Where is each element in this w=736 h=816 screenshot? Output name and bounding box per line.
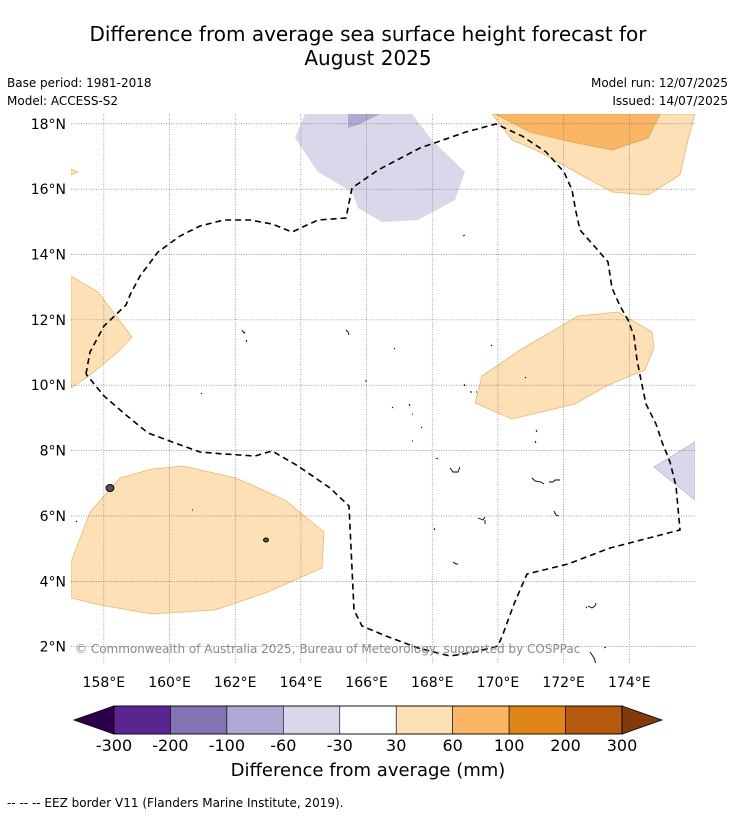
colorbar-segment [170,705,228,735]
colorbar-tick-label: 60 [442,736,462,755]
longitude-tick-label: 160°E [148,675,191,691]
colorbar-segment [452,705,510,735]
anomaly-region-positive-east [474,311,655,420]
island-atoll [477,516,486,524]
island-atoll [75,392,203,523]
model-name: Model: ACCESS-S2 [7,94,119,108]
legend-footer: -- -- -- EEZ border V11 (Flanders Marine… [7,796,344,810]
colorbar-tick-label: 200 [550,736,581,755]
latitude-tick-label: 8°N [40,444,66,460]
map-grid [71,114,695,663]
latitude-tick-label: 12°N [31,313,66,329]
colorbar-segment [508,705,566,735]
island-atoll [462,234,466,237]
anomaly-region-positive-southwest [71,465,325,615]
islands [75,234,607,663]
island-atoll [433,527,436,531]
anomaly-region-positive-northeast-core [494,114,661,151]
longitude-tick-label: 172°E [542,675,585,691]
colorbar-segments [113,705,623,735]
island-atoll [534,429,538,444]
colorbar-segment [339,705,397,735]
island-atoll [585,602,597,609]
meta-right: Model run: 12/07/2025 Issued: 14/07/2025 [591,74,728,110]
longitude-tick-label: 166°E [345,675,388,691]
colorbar-tick-label: 300 [607,736,638,755]
eez-border [85,123,681,657]
island-atoll [391,403,413,415]
anomaly-region-negative-north-core [348,114,380,128]
latitude-tick-label: 2°N [40,640,66,656]
longitude-labels: 158°E 160°E 162°E 164°E 166°E 168°E 170°E 172°E… [83,675,651,691]
island-atoll [463,383,477,393]
latitude-tick-label: 16°N [31,182,66,198]
island-atoll [589,646,607,663]
model-run: Model run: 12/07/2025 [590,76,728,90]
anomaly-region-positive-western-edge [71,168,80,176]
colorbar-extend-high [621,705,664,735]
latitude-tick-label: 6°N [40,509,66,525]
latitude-tick-label: 10°N [31,378,66,394]
latitude-tick-label: 18°N [31,117,66,133]
island-atoll [393,347,396,350]
island-atoll [531,477,560,485]
island-atoll [345,329,350,336]
island-atoll [452,561,458,565]
anomaly-region-negative-east [653,441,695,501]
longitude-tick-label: 174°E [608,675,651,691]
colorbar-segment [565,705,623,735]
island-atoll [412,426,423,442]
longitude-tick-label: 162°E [214,675,257,691]
anomaly-region-negative-north [295,114,465,222]
map-area: © Commonwealth of Australia 2025, Bureau… [71,114,695,663]
colorbar: -300 -200 -100 -60 -30 30 60 100 200 300 [72,705,664,755]
colorbar-segment [395,705,453,735]
anomaly-fills [71,114,695,615]
longitude-tick-label: 170°E [477,675,520,691]
meta-left: Base period: 1981-2018 Model: ACCESS-S2 [7,74,152,110]
colorbar-segment [113,705,171,735]
base-period: Base period: 1981-2018 [7,76,152,90]
longitude-tick-label: 158°E [83,675,126,691]
title-line-1: Difference from average sea surface heig… [89,22,647,46]
island-atoll [490,344,493,347]
colorbar-extend-low [72,705,115,735]
colorbar-segment [226,705,284,735]
longitude-tick-label: 164°E [280,675,323,691]
colorbar-tick-label: 30 [386,736,406,755]
latitude-tick-label: 4°N [40,574,66,590]
colorbar-segment [283,705,341,735]
island-pohnpei [105,484,115,492]
latitude-tick-label: 14°N [31,248,66,264]
colorbar-tick-label: -300 [96,736,132,755]
colorbar-tick-label: -200 [152,736,188,755]
island-atoll [435,457,461,473]
colorbar-tick-label: -100 [209,736,245,755]
latitude-labels: 18°N 16°N 14°N 12°N 10°N 8°N 6°N 4°N 2°N [31,117,66,656]
longitude-tick-label: 168°E [411,675,454,691]
colorbar-title: Difference from average (mm) [230,760,506,781]
colorbar-tick-label: 100 [494,736,525,755]
issued-date: Issued: 14/07/2025 [612,94,728,108]
colorbar-tick-labels: -300 -200 -100 -60 -30 30 60 100 200 300 [96,736,637,755]
colorbar-frame [113,705,623,735]
colorbar-tick-label: -60 [270,736,296,755]
title-line-2: August 2025 [304,46,432,70]
island-atoll [241,329,248,343]
island-atoll [553,510,560,517]
colorbar-tick-label: -30 [327,736,353,755]
island-atoll [524,376,527,379]
chart-title: Difference from average sea surface heig… [0,22,736,70]
copyright-notice: © Commonwealth of Australia 2025, Bureau… [75,642,580,656]
island-kosrae [263,537,269,543]
